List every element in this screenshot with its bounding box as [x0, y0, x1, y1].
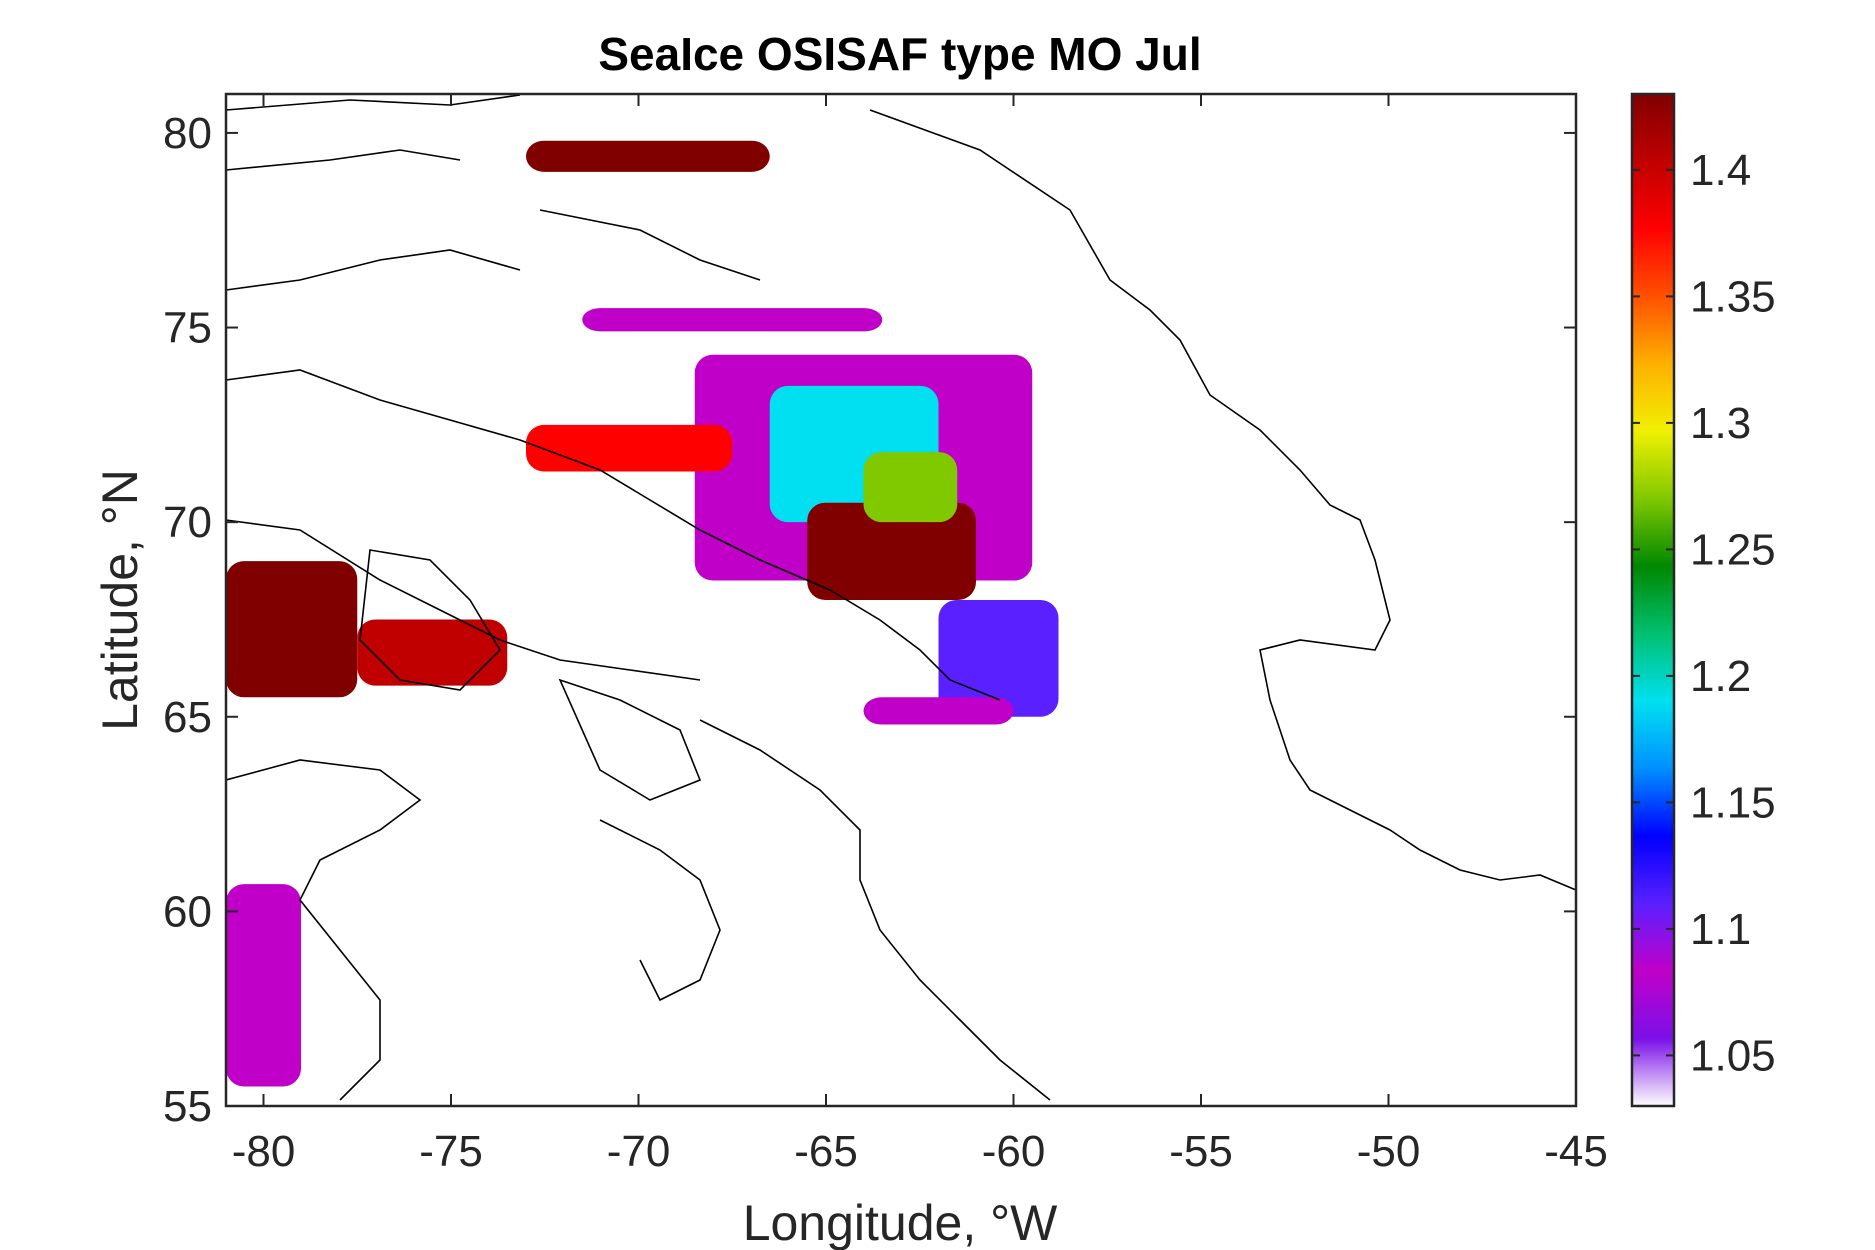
y-tick-label: 80	[163, 109, 212, 158]
y-tick-label: 60	[163, 887, 212, 936]
x-axis: -80 -75 -70 -65 -60 -55 -50 -45	[232, 94, 1608, 1176]
coastline-layer	[226, 94, 1576, 1101]
ice-region-10	[582, 308, 883, 332]
y-tick-label: 55	[163, 1082, 212, 1131]
chart-title: SeaIce OSISAF type MO Jul	[598, 28, 1201, 80]
y-tick-label: 65	[163, 693, 212, 742]
colorbar-tick-label: 1.05	[1690, 1031, 1776, 1080]
colorbar-tick-label: 1.4	[1690, 146, 1751, 195]
y-axis: 55 60 65 70 75 80	[163, 109, 1576, 1131]
axes-box	[224, 92, 1578, 1108]
colorbar-tick-label: 1.2	[1690, 652, 1751, 701]
y-axis-label: Latitude, °N	[92, 469, 148, 731]
ice-region-7	[357, 619, 508, 686]
colorbar-tick-label: 1.3	[1690, 399, 1751, 448]
colorbar-tick-label: 1.1	[1690, 905, 1751, 954]
x-tick-label: -65	[794, 1127, 858, 1176]
colorbar-tick-label: 1.15	[1690, 778, 1776, 827]
coastline-hudson	[226, 759, 721, 1101]
ice-region-9	[526, 140, 770, 172]
ice-region-5	[863, 697, 1014, 725]
x-tick-label: -60	[982, 1127, 1046, 1176]
coastline-ellesmere	[226, 94, 761, 291]
x-tick-label: -80	[232, 1127, 296, 1176]
sea-ice-layer	[226, 140, 1059, 1087]
x-tick-label: -75	[419, 1127, 483, 1176]
colorbar-tick-label: 1.25	[1690, 525, 1776, 574]
colorbar-tick-label: 1.35	[1690, 272, 1776, 321]
coastline-baffin-island	[226, 369, 1001, 701]
x-tick-label: -45	[1544, 1127, 1608, 1176]
y-tick-label: 70	[163, 498, 212, 547]
colorbar	[1630, 92, 1676, 1108]
ice-region-2	[807, 502, 976, 600]
ice-region-6	[226, 561, 358, 698]
x-tick-label: -55	[1169, 1127, 1233, 1176]
coastline-labrador	[699, 719, 1051, 1101]
coastline-southampton	[359, 549, 502, 691]
x-tick-label: -50	[1357, 1127, 1421, 1176]
ice-region-8	[526, 424, 733, 472]
coastline-melville	[558, 678, 702, 801]
ice-region-3	[863, 452, 958, 523]
y-tick-label: 75	[163, 304, 212, 353]
x-tick-label: -70	[607, 1127, 671, 1176]
ice-region-11	[226, 884, 301, 1087]
coastline-greenland	[869, 109, 1576, 891]
colorbar-ticks: 1.05 1.1 1.15 1.2 1.25 1.3 1.35 1.4	[1632, 146, 1776, 1080]
x-axis-label: Longitude, °W	[743, 1195, 1058, 1250]
